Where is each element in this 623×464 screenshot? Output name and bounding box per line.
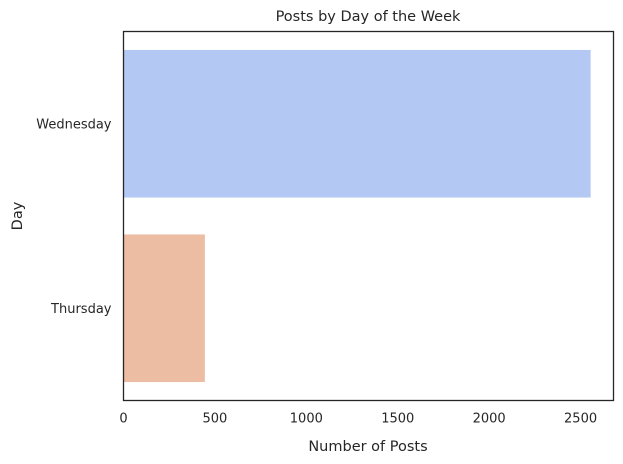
x-tick-label: 0 <box>119 412 127 427</box>
x-tick-label: 2000 <box>473 412 506 427</box>
y-tick-label: Thursday <box>50 302 112 317</box>
bars-group <box>123 49 591 383</box>
x-tick-label: 1500 <box>381 412 414 427</box>
y-axis-ticks: Wednesday Thursday <box>36 117 112 317</box>
y-tick-label: Wednesday <box>36 117 112 132</box>
bar-wednesday <box>123 49 591 198</box>
x-tick-label: 500 <box>203 412 228 427</box>
plot-frame <box>122 30 615 402</box>
x-tick-label: 2500 <box>564 412 597 427</box>
bar-thursday <box>123 234 205 383</box>
chart-title: Posts by Day of the Week <box>276 9 461 25</box>
x-axis-ticks: 0 500 1000 1500 2000 2500 <box>119 412 597 427</box>
x-axis-label: Number of Posts <box>308 439 427 455</box>
x-tick-label: 1000 <box>290 412 323 427</box>
y-axis-label: Day <box>10 201 26 230</box>
